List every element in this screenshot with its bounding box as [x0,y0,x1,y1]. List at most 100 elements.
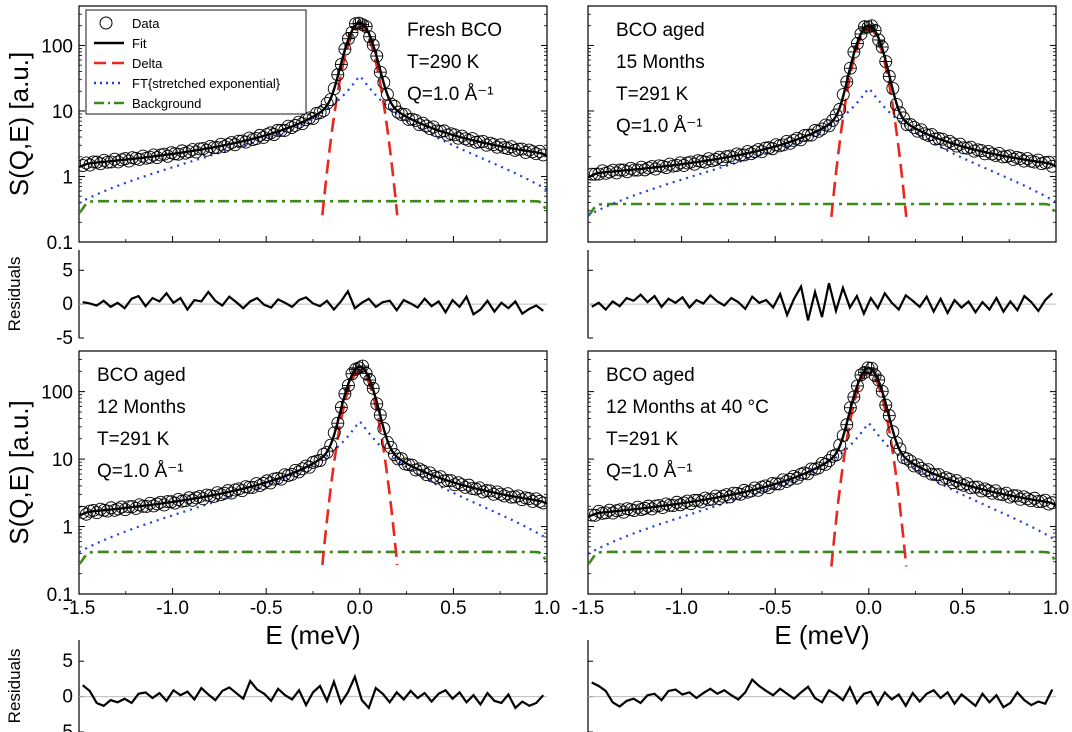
data-point [900,452,914,466]
annotation-line: T=290 K [407,52,480,73]
residual-axis-title: Residuals [5,257,24,332]
annotation-line: Q=1.0 Å⁻¹ [616,116,703,137]
data-point [943,472,956,486]
data-point [320,445,334,459]
annotation-line: 12 Months [97,397,186,418]
annotation-line: Q=1.0 Å⁻¹ [407,84,494,105]
y-tick-label: 0.1 [47,233,73,254]
data-point [303,111,316,125]
residual-axis-title: Residuals [5,649,24,724]
data-point [320,97,334,110]
data-point [317,104,331,118]
data-point [441,473,455,487]
data-point [536,496,547,510]
data-point [391,105,405,119]
x-axis-title: E (meV) [265,620,360,650]
annotation-line: T=291 K [97,429,170,450]
data-point [1045,159,1056,173]
x-tick-label: -1.0 [665,598,698,619]
annotation-line: 15 Months [616,52,705,73]
data-point [377,422,391,435]
legend-label: Fit [132,36,147,51]
curve-group [79,16,547,216]
annotation-line: Q=1.0 Å⁻¹ [606,461,693,482]
data-point [288,119,302,132]
y-axis-title: S(Q,E) [a.u.] [4,52,34,197]
y-tick-label: 100 [41,36,73,57]
legend-label: FT{stretched exponential} [132,76,281,91]
x-tick-label: 0.5 [440,598,466,619]
data-point [384,97,398,111]
x-tick-label: 0.5 [949,598,975,619]
delta-curve [321,25,399,216]
data-point [274,123,288,137]
annotation-line: T=291 K [606,429,679,450]
data-point [317,447,331,461]
x-tick-label: -1.5 [63,598,96,619]
x-tick-label: -0.5 [250,598,283,619]
panel-bottom-right: -1.5 -1.0 -0.5 0.0 0.5 1.0 BCO aged 12 Months a… [572,350,1069,732]
data-point [242,480,256,494]
panel-top-right: BCO aged 15 Months T=291 K Q=1.0 Å⁻¹ [587,5,1057,339]
data-markers [588,19,1056,181]
background-curve [588,550,1056,565]
y-tick-label: 0.1 [47,585,73,606]
data-point [391,452,405,466]
data-point [900,118,914,132]
data-point [405,458,419,472]
data-point [295,462,309,476]
data-point [893,442,907,456]
x-tick-label: 1.0 [534,598,560,619]
data-point [812,461,825,475]
data-point [819,457,832,471]
y-tick-label: 10 [52,450,73,471]
data-point [907,121,921,134]
legend-marker [99,16,113,30]
panel-bottom-left: 100 10 1 0.1-1.5 -1.0 -0.5 0.0 0.5 1.0 BCO aged 12… [4,350,560,732]
data-point [90,506,104,520]
data-point [327,426,341,440]
data-point [473,135,486,149]
data-point [434,124,447,138]
residual-tick-label: 5 [62,651,73,672]
data-point [797,129,811,143]
background-curve [588,202,1056,217]
data-point [324,438,338,452]
x-tick-label: -1.5 [572,598,605,619]
data-point [914,461,928,475]
x-tick-label: 0.0 [856,598,882,619]
y-tick-label: 100 [41,383,73,404]
data-point [122,154,136,168]
data-point [833,438,847,452]
curve-group [588,361,1056,567]
legend-label: Delta [132,56,163,71]
background-curve [79,199,547,214]
residual-line [82,673,545,711]
data-point [285,467,299,481]
data-point [157,498,171,512]
curve-group [588,19,1056,217]
data-point [645,502,659,516]
delta-curve [830,371,908,567]
data-point [388,448,401,462]
y-tick-label: 1 [62,518,73,539]
annotation-line: BCO aged [97,365,186,386]
data-point [836,88,850,101]
data-point [617,505,631,519]
data-point [610,166,623,180]
data-point [416,464,430,478]
data-point [889,436,903,450]
y-axis-title: S(Q,E) [a.u.] [4,400,34,545]
x-tick-label: 1.0 [1043,598,1069,619]
stretched-curve [79,419,547,554]
x-axis-title: E (meV) [774,620,869,650]
annotation-line: 12 Months at 40 °C [606,397,769,418]
data-point [118,503,132,517]
data-point [419,119,433,133]
data-point [649,162,662,176]
data-point [904,118,918,132]
data-point [815,122,829,136]
data-point [536,148,547,162]
data-point [804,462,818,476]
annotation-line: T=291 K [616,84,689,105]
